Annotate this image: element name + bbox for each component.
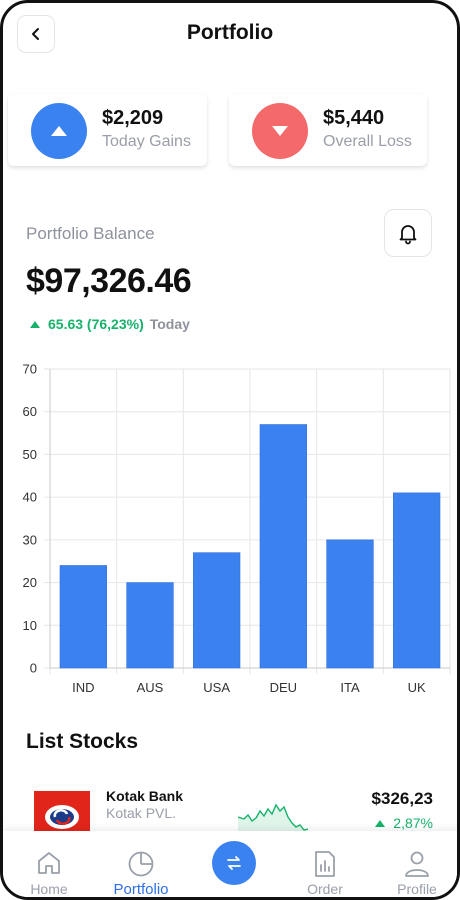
- y-tick-label: 0: [30, 661, 37, 676]
- y-tick-label: 10: [23, 618, 37, 633]
- nav-order-label: Order: [307, 881, 343, 897]
- triangle-up-icon: [51, 126, 67, 136]
- swap-arrows-icon: [227, 856, 241, 870]
- x-tick-label: AUS: [137, 680, 164, 695]
- y-tick-label: 40: [23, 490, 37, 505]
- balance-change-period: Today: [149, 316, 190, 332]
- stock-change: 2,87%: [375, 815, 433, 831]
- back-button[interactable]: [17, 15, 55, 53]
- triangle-down-icon: [272, 126, 288, 136]
- nav-order[interactable]: Order: [295, 831, 355, 897]
- bar-ita: [326, 539, 374, 669]
- triangle-up-icon: [30, 320, 40, 328]
- x-tick-label: USA: [203, 680, 230, 695]
- nav-home[interactable]: Home: [19, 831, 79, 897]
- gain-indicator: [31, 103, 87, 159]
- swap-button[interactable]: [212, 841, 256, 885]
- order-document-icon: [315, 851, 335, 877]
- y-tick-label: 50: [23, 447, 37, 462]
- page-title: Portfolio: [186, 21, 274, 44]
- x-tick-label: DEU: [270, 680, 297, 695]
- today-gains-label: Today Gains: [102, 133, 191, 150]
- balance-label: Portfolio Balance: [26, 224, 155, 243]
- balance-change-value: 65.63 (76,23%): [48, 316, 144, 332]
- today-gains-amount: $2,209: [102, 107, 164, 129]
- x-tick-label: IND: [72, 680, 94, 695]
- stock-change-value: 2,87%: [393, 815, 433, 831]
- x-tick-label: UK: [408, 680, 426, 695]
- balance-value: $97,326.46: [26, 262, 192, 300]
- user-icon: [405, 851, 429, 877]
- overall-loss-card[interactable]: $5,440 Overall Loss: [229, 94, 427, 166]
- today-gains-card[interactable]: $2,209 Today Gains: [8, 94, 207, 166]
- portfolio-bar-chart: 0 10 20 30 40 50 60 70 IND AUS USA DEU ITA UK: [23, 362, 451, 695]
- stock-sparkline: [238, 803, 308, 833]
- bar-uk: [393, 492, 441, 669]
- bell-icon: [399, 225, 417, 245]
- stock-name: Kotak Bank: [106, 788, 184, 804]
- nav-home-label: Home: [30, 881, 68, 897]
- bar-deu: [259, 424, 307, 669]
- x-tick-label: ITA: [340, 680, 360, 695]
- bar-ind: [59, 565, 107, 669]
- y-tick-label: 20: [23, 575, 37, 590]
- nav-portfolio[interactable]: Portfolio: [103, 831, 179, 898]
- bottom-navigation: Home Portfolio Order: [3, 831, 457, 898]
- list-title: List Stocks: [26, 730, 139, 753]
- y-tick-label: 70: [23, 362, 37, 377]
- stock-subtitle: Kotak PVL.: [106, 805, 177, 821]
- y-tick-label: 60: [23, 404, 37, 419]
- nav-portfolio-label: Portfolio: [113, 881, 169, 898]
- nav-profile-label: Profile: [397, 881, 437, 897]
- pie-chart-icon: [128, 851, 154, 877]
- bar-aus: [126, 582, 174, 669]
- loss-indicator: [252, 103, 308, 159]
- y-tick-label: 30: [23, 532, 37, 547]
- balance-change: 65.63 (76,23%) Today: [30, 316, 190, 332]
- nav-profile[interactable]: Profile: [387, 831, 447, 897]
- notifications-button[interactable]: [384, 209, 432, 257]
- overall-loss-amount: $5,440: [323, 107, 385, 129]
- triangle-up-icon: [375, 819, 386, 827]
- stock-price: $326,23: [371, 789, 433, 808]
- chevron-left-icon: [32, 28, 39, 40]
- bar-usa: [193, 552, 241, 669]
- overall-loss-label: Overall Loss: [323, 133, 412, 150]
- home-icon: [38, 852, 60, 874]
